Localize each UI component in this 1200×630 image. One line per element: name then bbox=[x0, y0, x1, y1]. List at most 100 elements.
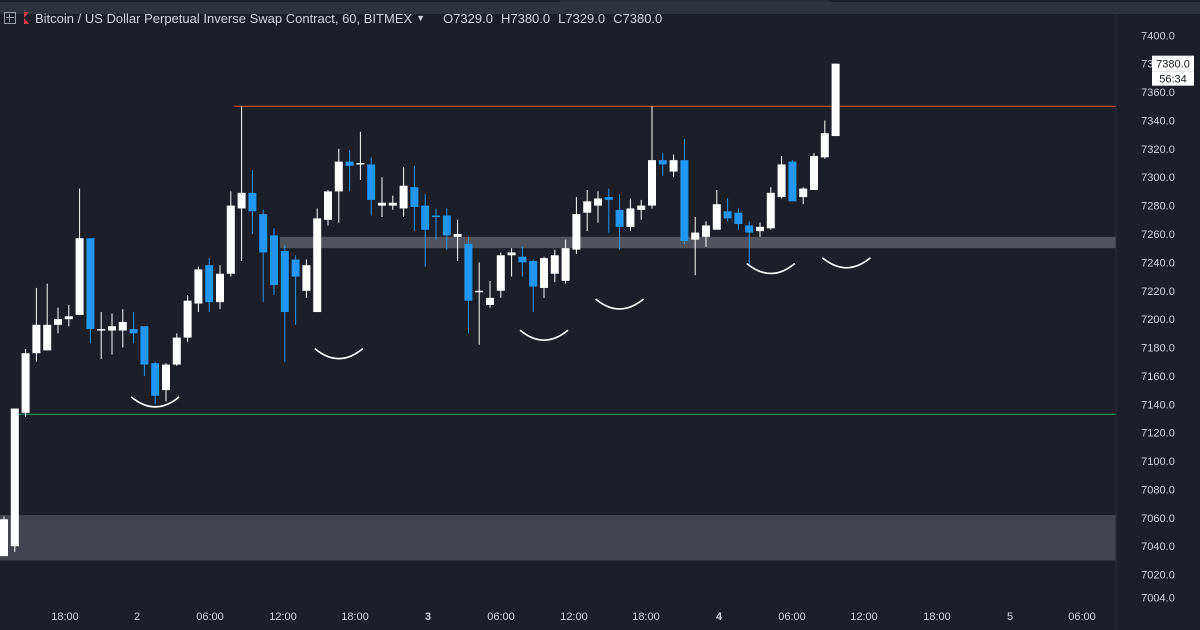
candle-body bbox=[129, 329, 138, 334]
y-tick-label: 7100.0 bbox=[1141, 456, 1175, 468]
x-tick-label: 18:00 bbox=[923, 611, 951, 623]
candle-body bbox=[572, 214, 581, 250]
y-tick-label: 7160.0 bbox=[1141, 371, 1175, 383]
candle-body bbox=[432, 215, 440, 218]
candle-body bbox=[205, 265, 214, 303]
candle-body bbox=[766, 192, 775, 229]
x-tick-label: 12:00 bbox=[269, 611, 297, 623]
candle-body bbox=[550, 255, 559, 274]
chevron-down-icon[interactable]: ▼ bbox=[416, 13, 426, 23]
x-tick-label: 18:00 bbox=[51, 611, 79, 623]
ohlc-low: L7329.0 bbox=[558, 10, 606, 26]
candle-body bbox=[734, 212, 743, 225]
countdown-box bbox=[1152, 71, 1194, 86]
current-price-label: 7380.0 bbox=[1156, 59, 1190, 71]
candle-body bbox=[540, 258, 548, 288]
candle-body bbox=[54, 319, 62, 325]
candle-body bbox=[291, 259, 300, 277]
candle-body bbox=[475, 290, 484, 293]
cup-annotation bbox=[314, 348, 364, 360]
zone-2 bbox=[0, 515, 1116, 561]
candle-body bbox=[388, 202, 397, 206]
y-tick-label: 7120.0 bbox=[1141, 428, 1175, 440]
candle-body bbox=[97, 329, 106, 331]
candle-body bbox=[194, 269, 203, 304]
candle-body bbox=[626, 208, 635, 227]
exchange-flag-icon bbox=[24, 12, 29, 24]
candle-body bbox=[583, 201, 592, 213]
x-tick-label: 06:00 bbox=[1068, 611, 1096, 623]
candle-body bbox=[151, 363, 160, 396]
candle-body bbox=[442, 215, 451, 236]
ohlc-close: C7380.0 bbox=[613, 10, 663, 26]
cup-annotation bbox=[821, 257, 871, 269]
expand-icon[interactable] bbox=[4, 12, 16, 24]
x-tick-label: 2 bbox=[134, 611, 140, 623]
candle-body bbox=[75, 238, 84, 315]
y-tick-label: 7320.0 bbox=[1141, 144, 1175, 156]
candle-body bbox=[172, 337, 181, 365]
candle-body bbox=[691, 232, 700, 240]
candle-body bbox=[777, 164, 786, 198]
candle-body bbox=[702, 225, 710, 237]
candle-body bbox=[21, 353, 30, 413]
y-tick-label: 7260.0 bbox=[1141, 229, 1175, 241]
cup-annotation bbox=[746, 262, 796, 275]
candle-body bbox=[820, 133, 829, 158]
candle-body bbox=[399, 185, 408, 209]
candle-body bbox=[248, 192, 257, 212]
candle-body bbox=[680, 160, 689, 242]
candle-body bbox=[810, 155, 818, 190]
ohlc-high: H7380.0 bbox=[500, 10, 551, 26]
y-tick-label: 7020.0 bbox=[1141, 570, 1175, 582]
candle-body bbox=[788, 161, 797, 202]
candle-body bbox=[723, 211, 732, 219]
candle-body bbox=[637, 205, 646, 210]
x-tick-label: 18:00 bbox=[341, 611, 369, 623]
y-tick-label: 7140.0 bbox=[1141, 399, 1175, 411]
candle-body bbox=[280, 251, 289, 313]
candle-body bbox=[0, 519, 8, 557]
y-tick-label: 7280.0 bbox=[1141, 201, 1175, 213]
candle-body bbox=[237, 192, 246, 209]
x-tick-label: 5 bbox=[1007, 611, 1013, 623]
candle-body bbox=[108, 326, 116, 331]
x-tick-label: 4 bbox=[716, 611, 723, 623]
x-tick-label: 12:00 bbox=[560, 611, 588, 623]
top-strip bbox=[0, 2, 1200, 14]
countdown-label: 56:34 bbox=[1159, 74, 1187, 86]
y-tick-label: 7300.0 bbox=[1141, 172, 1175, 184]
candle-body bbox=[86, 238, 95, 330]
candle-body bbox=[615, 209, 624, 227]
candle-body bbox=[216, 273, 224, 303]
candle-body bbox=[648, 160, 656, 206]
y-tick-label: 7004.0 bbox=[1141, 592, 1175, 604]
cup-annotation bbox=[519, 329, 569, 341]
candle-body bbox=[334, 161, 343, 192]
candle-body bbox=[367, 164, 376, 200]
candle-body bbox=[831, 63, 840, 137]
symbol-title[interactable]: Bitcoin / US Dollar Perpetual Inverse Sw… bbox=[35, 10, 413, 26]
x-tick-label: 06:00 bbox=[778, 611, 806, 623]
candle-body bbox=[183, 300, 192, 338]
candle-body bbox=[756, 226, 764, 232]
cup-annotation bbox=[130, 396, 180, 408]
candle-body bbox=[302, 265, 311, 291]
candle-body bbox=[378, 202, 386, 206]
y-tick-label: 7180.0 bbox=[1141, 343, 1175, 355]
x-tick-label: 3 bbox=[425, 611, 431, 623]
x-tick-label: 06:00 bbox=[487, 611, 515, 623]
candle-body bbox=[32, 324, 41, 354]
candle-body bbox=[118, 321, 127, 331]
y-tick-label: 7240.0 bbox=[1141, 257, 1175, 269]
candle-body bbox=[561, 248, 570, 281]
candle-body bbox=[518, 256, 527, 263]
cup-annotation bbox=[595, 298, 645, 310]
candle-body bbox=[712, 204, 721, 230]
candle-body bbox=[259, 214, 268, 253]
candle-body bbox=[410, 187, 419, 208]
ohlc-open: O7329.0 bbox=[443, 10, 493, 26]
candle-body bbox=[594, 198, 602, 206]
candle-body bbox=[669, 160, 678, 172]
